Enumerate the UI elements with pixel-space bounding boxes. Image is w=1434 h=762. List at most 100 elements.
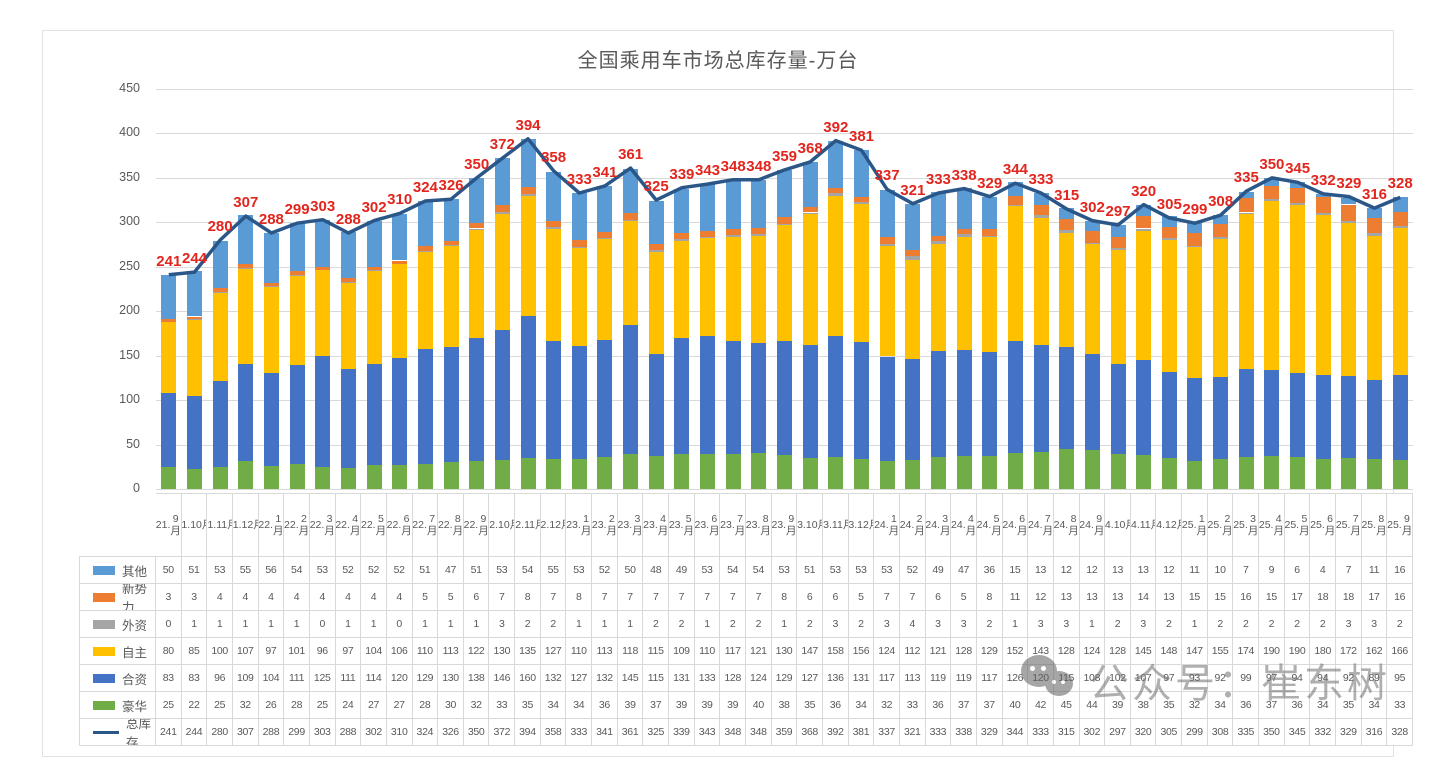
bar-segment-新势力 (1084, 231, 1100, 243)
table-value-cell: 53 (874, 557, 900, 584)
bar-segment-新势力 (751, 227, 767, 234)
bar-segment-豪华 (1392, 459, 1408, 489)
bar-segment-合资 (1315, 375, 1331, 459)
table-value-cell: 37 (951, 692, 977, 719)
total-data-label: 329 (977, 174, 1003, 192)
bar-segment-外资 (597, 238, 613, 240)
total-data-label: 305 (1156, 195, 1182, 213)
bar-segment-合资 (315, 355, 331, 467)
bar-segment-自主 (1161, 240, 1177, 372)
table-value-cell: 4 (309, 584, 336, 611)
table-value-cell: 335 (1233, 719, 1260, 746)
bar-segment-外资 (1084, 242, 1100, 244)
table-value-cell: 321 (899, 719, 926, 746)
bar-segment-新势力 (520, 186, 536, 194)
table-value-cell: 320 (1130, 719, 1157, 746)
table-value-cell: 381 (848, 719, 875, 746)
y-axis-tick: 450 (119, 81, 140, 95)
bar-segment-其他 (1084, 220, 1100, 232)
legend-cell-外资: 外资 (79, 611, 156, 638)
table-value-cell: 113 (438, 638, 464, 665)
table-value-cell: 33 (1387, 692, 1413, 719)
total-data-label: 350 (1259, 155, 1285, 173)
bar-segment-新势力 (1264, 185, 1280, 200)
table-value-cell: 97 (1156, 665, 1183, 692)
bar-segment-外资 (1392, 225, 1408, 228)
table-value-cell: 345 (1284, 719, 1311, 746)
month-header-cell: 21.11月 (207, 493, 233, 557)
table-value-cell: 13 (1079, 584, 1106, 611)
bar-segment-新势力 (1033, 204, 1049, 216)
bar-segment-其他 (700, 184, 715, 232)
total-data-label: 368 (797, 139, 823, 157)
y-axis-tick: 300 (119, 214, 140, 229)
table-value-cell: 113 (899, 665, 926, 692)
bar-segment-合资 (905, 359, 921, 460)
bar-segment-合资 (1059, 346, 1075, 449)
month-header-cell: 22. 5月 (361, 493, 387, 557)
bar-segment-自主 (674, 241, 690, 338)
table-value-cell: 5 (848, 584, 875, 611)
table-value-cell: 11 (1002, 584, 1029, 611)
bar-segment-豪华 (982, 456, 998, 489)
bar-segment-新势力 (1290, 187, 1306, 203)
month-header-cell: 25. 8月 (1361, 493, 1388, 557)
table-value-cell: 147 (1182, 638, 1208, 665)
table-value-cell: 146 (489, 665, 516, 692)
table-value-cell: 344 (1002, 719, 1029, 746)
month-header-cell: 22. 4月 (335, 493, 362, 557)
bar-segment-合资 (212, 381, 228, 467)
bar-segment-新势力 (1213, 224, 1229, 238)
month-header-cell: 23. 5月 (669, 493, 695, 557)
table-value-cell: 53 (207, 557, 233, 584)
table-value-cell: 129 (771, 665, 798, 692)
total-data-label: 280 (207, 218, 233, 236)
table-value-cell: 49 (669, 557, 695, 584)
month-header-cell: 23. 3月 (617, 493, 644, 557)
table-value-cell: 126 (1002, 665, 1029, 692)
table-value-cell: 113 (592, 638, 618, 665)
table-value-cell: 22 (181, 692, 208, 719)
table-value-cell: 6 (1284, 557, 1311, 584)
table-value-cell: 1 (181, 611, 208, 638)
table-value-cell: 359 (771, 719, 798, 746)
table-value-cell: 117 (976, 665, 1003, 692)
legend-cell-豪华: 豪华 (79, 692, 156, 719)
bar-segment-合资 (238, 363, 254, 461)
table-value-cell: 2 (669, 611, 695, 638)
total-data-label: 307 (233, 194, 259, 212)
table-value-cell: 4 (232, 584, 259, 611)
bar-segment-合资 (854, 342, 869, 459)
table-value-cell: 3 (1053, 611, 1080, 638)
table-value-cell: 160 (515, 665, 541, 692)
total-data-label: 297 (1105, 203, 1131, 220)
bar-segment-其他 (623, 169, 639, 214)
table-value-cell: 115 (1053, 665, 1080, 692)
table-value-cell: 80 (156, 638, 182, 665)
table-value-cell: 115 (643, 638, 670, 665)
bar-segment-豪华 (571, 458, 587, 489)
bar-segment-新势力 (777, 217, 792, 225)
month-header-cell: 25. 2月 (1207, 493, 1234, 557)
y-axis-tick: 0 (133, 481, 140, 495)
bar-segment-自主 (1341, 223, 1357, 377)
table-value-cell: 97 (258, 638, 285, 665)
table-value-cell: 121 (925, 638, 952, 665)
table-value-cell: 85 (181, 638, 208, 665)
table-value-cell: 54 (746, 557, 772, 584)
legend-label: 合资 (122, 672, 148, 687)
bar-segment-豪华 (1341, 457, 1357, 489)
bar-segment-其他 (1238, 192, 1254, 199)
table-value-cell: 52 (361, 557, 387, 584)
bar-segment-外资 (700, 237, 715, 239)
table-value-cell: 104 (361, 638, 387, 665)
bar-segment-合资 (1187, 377, 1203, 461)
table-value-cell: 107 (232, 638, 259, 665)
table-value-cell: 117 (720, 638, 747, 665)
table-value-cell: 110 (694, 638, 721, 665)
total-data-label: 348 (720, 157, 746, 175)
table-value-cell: 1 (592, 611, 618, 638)
table-value-cell: 55 (232, 557, 259, 584)
table-value-cell: 125 (309, 665, 336, 692)
